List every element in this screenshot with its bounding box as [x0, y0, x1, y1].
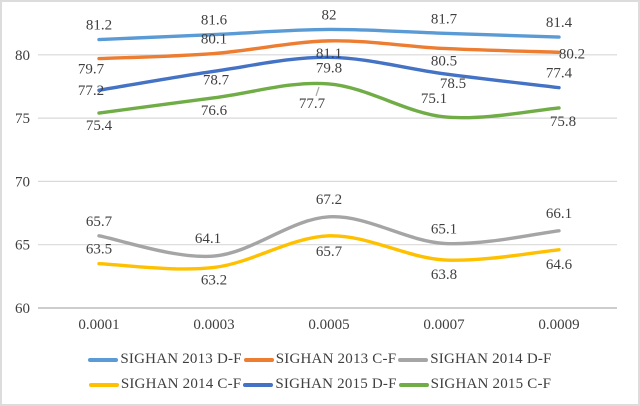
- legend-line-swatch-icon: [88, 382, 119, 387]
- legend-line-swatch-icon: [243, 382, 274, 387]
- data-label: 77.4: [546, 66, 573, 82]
- x-axis-tick-label: 0.0007: [423, 317, 465, 333]
- data-label: 65.7: [86, 214, 113, 230]
- data-label: 63.8: [431, 267, 457, 283]
- series-line-sighan-2015-c-f: [97, 81, 561, 120]
- series-line-sighan-2013-c-f: [97, 39, 561, 61]
- legend-line-swatch-icon: [398, 382, 429, 387]
- chart-legend: SIGHAN 2013 D-F SIGHAN 2013 C-F SIGHAN 2…: [2, 347, 638, 397]
- y-axis-tick-label: 70: [15, 174, 30, 190]
- line-chart-plot-area: 60 65 70 75 80 0.0001 0.0003 0.0005 0.0007 0.0009…: [15, 7, 617, 333]
- data-label: 64.1: [195, 231, 221, 247]
- data-label: 75.8: [550, 114, 576, 130]
- data-label: 82: [322, 7, 337, 23]
- data-label: 63.5: [86, 242, 112, 258]
- legend-item: SIGHAN 2013 D-F: [88, 351, 242, 368]
- legend-item: SIGHAN 2014 C-F: [88, 376, 242, 393]
- series-line-sighan-2014-c-f: [97, 234, 561, 271]
- data-label: 80.2: [559, 46, 585, 62]
- data-label: 63.2: [201, 272, 227, 288]
- y-axis-tick-label: 80: [15, 48, 30, 64]
- data-label: 66.1: [546, 206, 572, 222]
- data-label: 77.7: [299, 96, 326, 112]
- series-line-sighan-2015-d-f: [97, 55, 561, 92]
- data-label: 80.5: [431, 53, 457, 69]
- y-axis-tick-label: 65: [15, 238, 30, 254]
- data-label: 80.1: [201, 32, 227, 48]
- legend-label: SIGHAN 2013 D-F: [120, 351, 242, 367]
- legend-label: SIGHAN 2015 C-F: [430, 376, 552, 392]
- x-axis-tick-label: 0.0001: [78, 317, 119, 333]
- data-label: 81.1: [316, 46, 342, 62]
- legend-label: SIGHAN 2013 C-F: [275, 351, 397, 367]
- data-label: 79.8: [316, 60, 342, 76]
- data-label: 78.5: [440, 76, 466, 92]
- legend-line-swatch-icon: [243, 357, 274, 362]
- data-label: 75.1: [421, 91, 447, 107]
- x-axis-tick-label: 0.0005: [308, 317, 349, 333]
- data-label: 67.2: [316, 192, 342, 208]
- legend-item: SIGHAN 2014 D-F: [398, 351, 551, 368]
- legend-line-swatch-icon: [398, 357, 429, 362]
- series-line-sighan-2014-d-f: [97, 215, 561, 259]
- data-label: 77.2: [78, 83, 104, 99]
- legend-line-swatch-icon: [88, 357, 119, 362]
- data-label: 65.7: [316, 244, 343, 260]
- y-axis-tick-label: 75: [15, 111, 30, 127]
- data-label: 78.7: [203, 72, 230, 88]
- data-label: 79.7: [78, 62, 105, 78]
- data-label: 76.6: [201, 103, 228, 119]
- legend-row: SIGHAN 2013 D-F SIGHAN 2013 C-F SIGHAN 2…: [87, 347, 552, 372]
- x-axis-tick-label: 0.0009: [538, 317, 579, 333]
- legend-label: SIGHAN 2015 D-F: [275, 376, 397, 392]
- data-label: 81.6: [201, 13, 228, 29]
- legend-item: SIGHAN 2013 C-F: [243, 351, 397, 368]
- legend-item: SIGHAN 2015 C-F: [398, 376, 552, 393]
- data-label: 75.4: [86, 118, 113, 134]
- series-line-sighan-2013-d-f: [97, 27, 561, 42]
- data-label: 65.1: [431, 221, 457, 237]
- legend-item: SIGHAN 2015 D-F: [243, 376, 396, 393]
- data-label: 64.6: [546, 257, 573, 273]
- data-label: 81.7: [431, 11, 458, 27]
- y-axis-tick-label: 60: [15, 301, 30, 317]
- legend-row: SIGHAN 2014 C-F SIGHAN 2015 D-F SIGHAN 2…: [88, 372, 552, 397]
- legend-label: SIGHAN 2014 D-F: [430, 351, 552, 367]
- data-label: 81.4: [546, 15, 573, 31]
- data-label: 81.2: [86, 18, 112, 34]
- data-label-leader-line: [315, 86, 320, 97]
- legend-label: SIGHAN 2014 C-F: [120, 376, 242, 392]
- x-axis-tick-label: 0.0003: [193, 317, 234, 333]
